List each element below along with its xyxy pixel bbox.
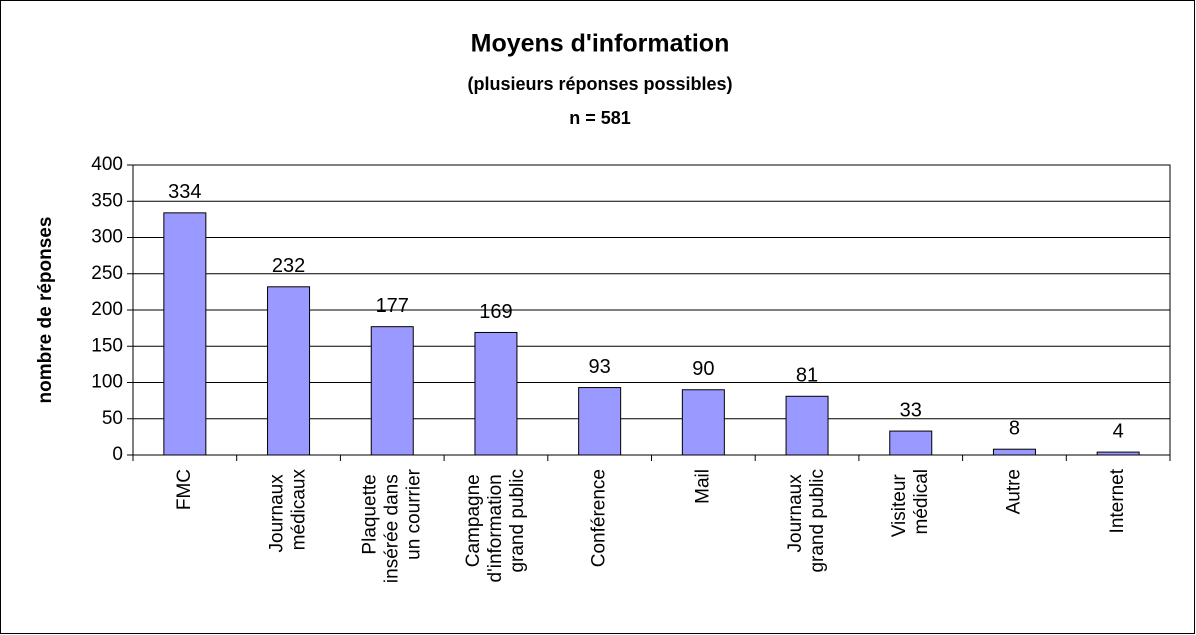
x-tick-label: Campagne d'information grand public: [463, 469, 528, 582]
bar: [992, 448, 1036, 456]
bar: [474, 331, 518, 456]
x-tick-label: Internet: [1107, 468, 1128, 533]
y-tick-label: 400: [91, 154, 123, 175]
x-tick-label: Autre: [1003, 469, 1024, 514]
data-label: 169: [479, 301, 512, 323]
bar: [163, 212, 207, 456]
y-tick-label: 100: [91, 372, 123, 393]
chart-title: Moyens d'information: [471, 30, 730, 58]
y-tick-label: 300: [91, 227, 123, 248]
data-label: 232: [272, 255, 305, 277]
y-tick-label: 150: [91, 335, 123, 356]
x-tick-label: Visiteur médical: [889, 469, 932, 537]
data-label: 8: [1009, 417, 1020, 439]
x-tick-label: Journaux médicaux: [267, 469, 310, 553]
data-label: 177: [376, 295, 409, 317]
data-label: 81: [796, 365, 818, 387]
data-label: 4: [1113, 420, 1124, 442]
x-tick-label: Plaquette insérée dans un courrier: [359, 468, 424, 583]
chart-subtitle: (plusieurs réponses possibles): [467, 74, 732, 94]
data-label: 33: [900, 399, 922, 421]
bar: [681, 389, 725, 456]
x-tick-label: Journaux grand public: [785, 469, 828, 573]
y-axis-label: nombre de réponses: [35, 217, 56, 404]
bar: [578, 387, 622, 456]
bar: [370, 326, 414, 456]
y-tick-label: 0: [112, 444, 123, 465]
bar: [267, 286, 311, 456]
y-tick-label: 200: [91, 299, 123, 320]
data-label: 90: [692, 358, 714, 380]
bar: [889, 430, 933, 456]
bar: [785, 395, 829, 456]
y-tick-label: 250: [91, 263, 123, 284]
x-tick-label: FMC: [174, 469, 195, 510]
y-tick-label: 350: [91, 190, 123, 211]
x-tick-label: Mail: [692, 469, 713, 504]
chart-note: n = 581: [569, 108, 631, 128]
y-tick-label: 50: [102, 408, 123, 429]
x-tick-label: Conférence: [589, 469, 610, 567]
data-label: 93: [589, 356, 611, 378]
data-label: 334: [168, 181, 201, 203]
